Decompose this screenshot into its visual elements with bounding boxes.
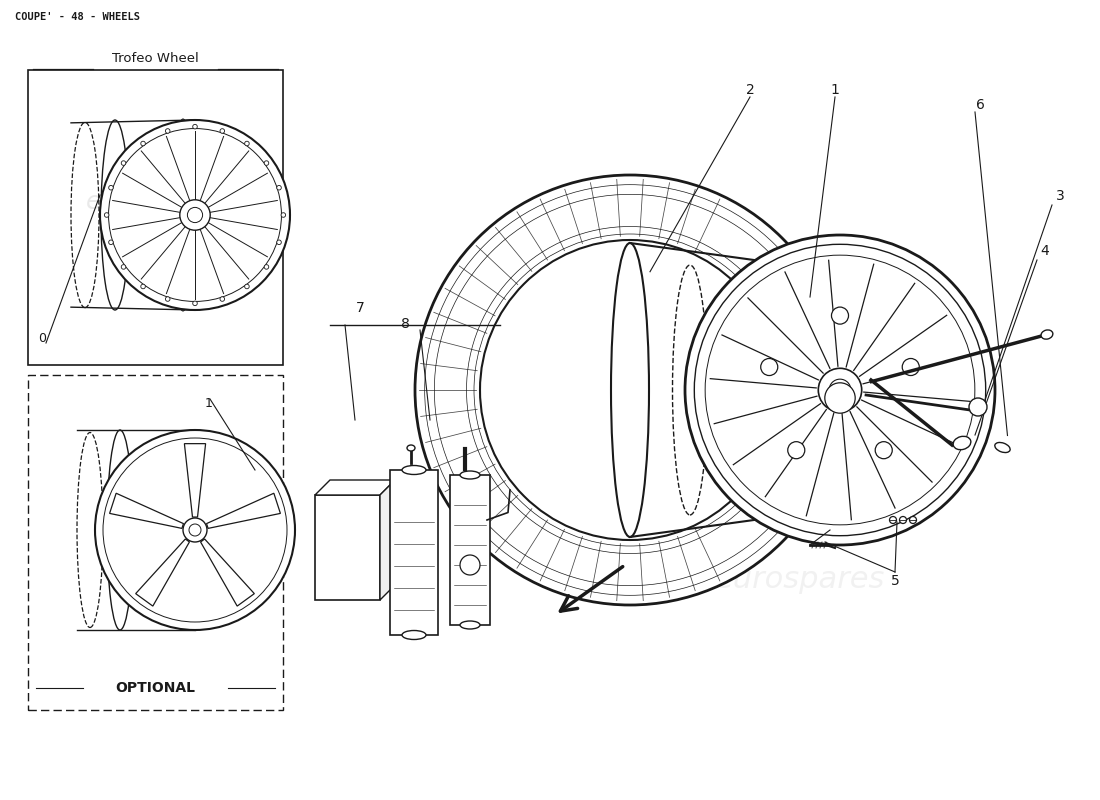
Text: eurospares: eurospares (715, 566, 886, 594)
Circle shape (121, 161, 125, 166)
Text: 7: 7 (355, 301, 364, 315)
Ellipse shape (953, 436, 971, 450)
Polygon shape (110, 494, 184, 528)
Circle shape (165, 129, 170, 134)
Circle shape (244, 142, 250, 146)
Circle shape (788, 442, 805, 458)
Ellipse shape (724, 275, 756, 505)
Circle shape (95, 430, 295, 630)
Ellipse shape (402, 466, 426, 474)
Ellipse shape (672, 265, 707, 515)
Circle shape (179, 200, 210, 230)
Bar (450, 475, 490, 625)
Circle shape (264, 161, 268, 166)
Polygon shape (315, 480, 395, 495)
Text: OPTIONAL: OPTIONAL (116, 681, 196, 695)
Ellipse shape (407, 445, 415, 451)
Circle shape (900, 517, 906, 523)
Circle shape (264, 265, 268, 270)
Circle shape (104, 213, 109, 218)
Ellipse shape (790, 267, 820, 513)
Polygon shape (135, 539, 189, 606)
Circle shape (480, 240, 780, 540)
Bar (28, 70, 283, 365)
Circle shape (109, 240, 113, 245)
Text: 8: 8 (400, 317, 409, 331)
Circle shape (818, 368, 861, 412)
Bar (28, 375, 283, 710)
Circle shape (277, 186, 282, 190)
Ellipse shape (460, 471, 480, 479)
Circle shape (141, 142, 145, 146)
Circle shape (282, 213, 286, 218)
Ellipse shape (610, 243, 649, 537)
Circle shape (100, 120, 290, 310)
Circle shape (761, 358, 778, 375)
Text: 1: 1 (830, 83, 839, 97)
Circle shape (141, 284, 145, 289)
Ellipse shape (460, 621, 480, 629)
Circle shape (220, 297, 224, 302)
Circle shape (876, 442, 892, 458)
Circle shape (910, 517, 916, 523)
Circle shape (415, 175, 845, 605)
Circle shape (890, 517, 896, 523)
Circle shape (244, 284, 250, 289)
Circle shape (832, 307, 848, 324)
Text: eurospares: eurospares (97, 513, 213, 533)
Text: 5: 5 (891, 574, 900, 588)
Circle shape (277, 240, 282, 245)
Circle shape (121, 265, 125, 270)
Text: eurospares: eurospares (86, 190, 226, 214)
Circle shape (685, 235, 996, 545)
Ellipse shape (1041, 330, 1053, 339)
Text: 3: 3 (1056, 189, 1065, 203)
Polygon shape (185, 444, 206, 517)
Polygon shape (379, 480, 395, 600)
Polygon shape (207, 494, 280, 528)
Bar (315, 495, 379, 600)
Circle shape (969, 398, 987, 416)
Polygon shape (200, 539, 254, 606)
Text: 4: 4 (1041, 244, 1049, 258)
Circle shape (220, 129, 224, 134)
Text: eurospares: eurospares (584, 299, 816, 341)
Circle shape (109, 186, 113, 190)
Ellipse shape (994, 442, 1010, 453)
Circle shape (825, 383, 855, 413)
Circle shape (460, 555, 480, 575)
Circle shape (192, 301, 197, 306)
Text: 6: 6 (976, 98, 984, 112)
Circle shape (192, 124, 197, 129)
Ellipse shape (402, 630, 426, 639)
Circle shape (902, 358, 920, 375)
Text: 2: 2 (746, 83, 755, 97)
Text: 0: 0 (39, 332, 46, 345)
Circle shape (165, 297, 170, 302)
Text: COUPE' - 48 - WHEELS: COUPE' - 48 - WHEELS (15, 12, 140, 22)
Circle shape (183, 518, 207, 542)
Text: 1: 1 (205, 397, 213, 410)
Text: Trofeo Wheel: Trofeo Wheel (112, 52, 199, 65)
Bar (390, 470, 438, 635)
